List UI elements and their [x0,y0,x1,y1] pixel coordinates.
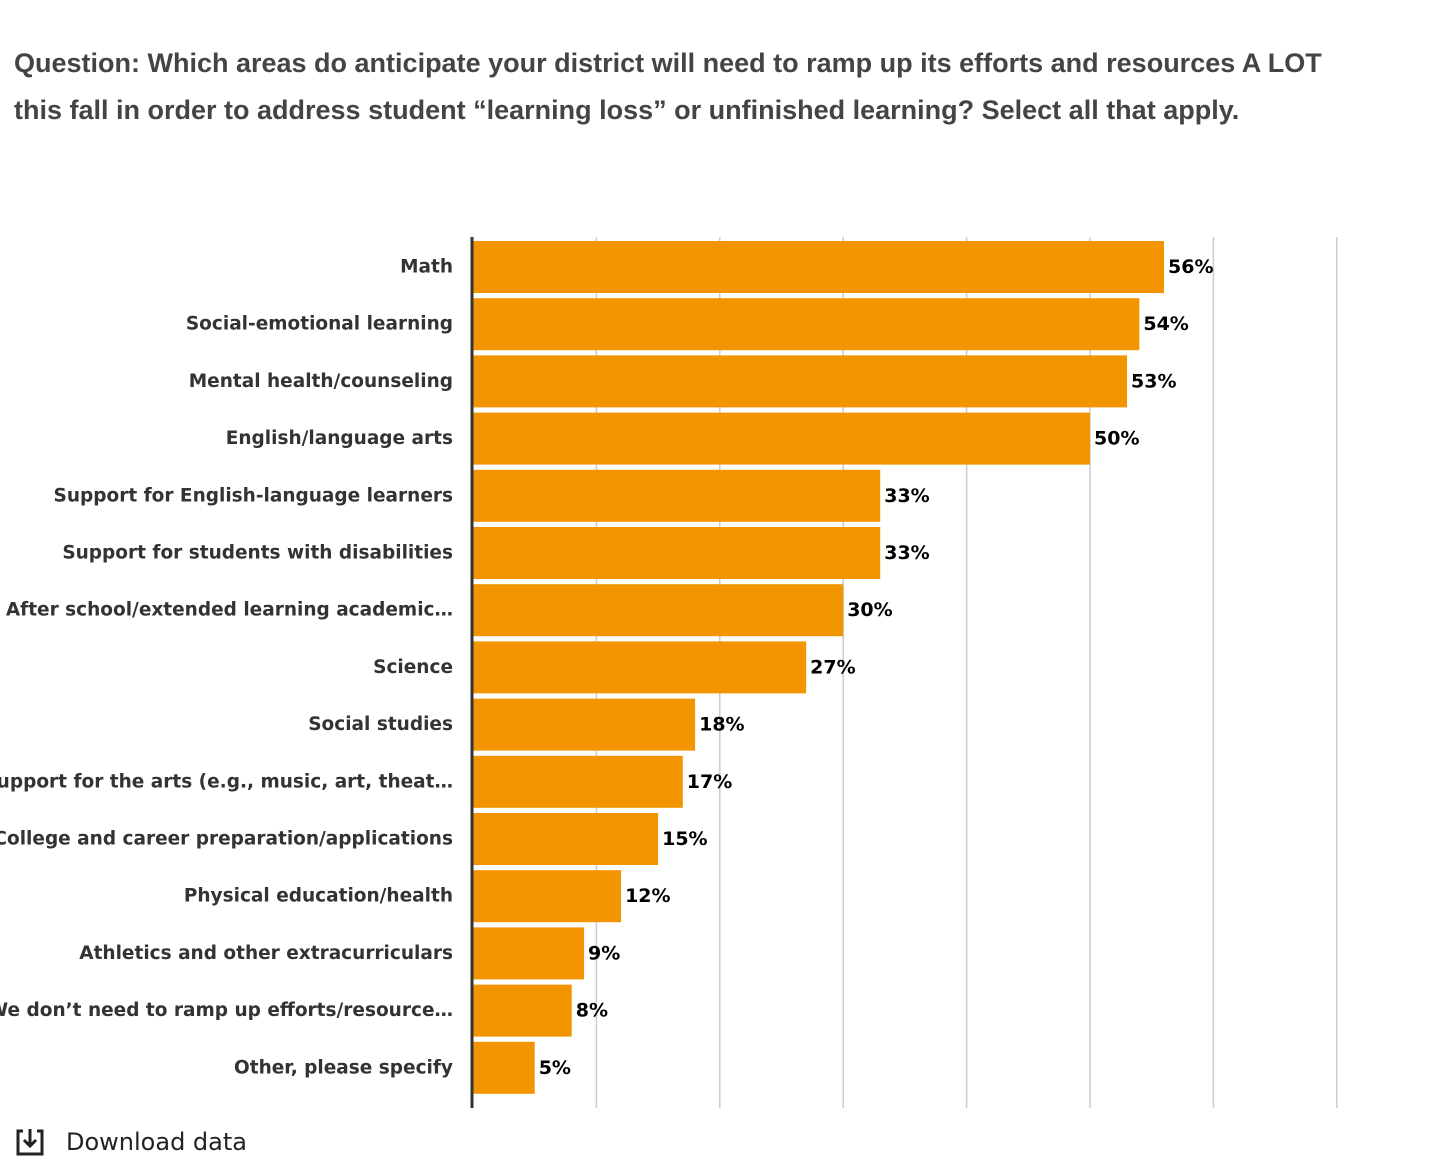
category-label: Support for the arts (e.g., music, art, … [0,771,453,792]
category-label: Athletics and other extracurriculars [79,943,453,964]
bar [473,641,807,694]
bar [473,698,696,751]
value-label: 33% [884,485,929,507]
value-label: 17% [687,771,732,793]
value-label: 5% [539,1057,571,1079]
bar [473,412,1090,465]
bar [473,469,881,522]
category-label: College and career preparation/applicati… [0,829,453,850]
bar [473,355,1128,408]
category-label: After school/extended learning academic… [6,600,453,621]
category-label: Mental health/counseling [189,371,453,392]
category-label: Math [400,257,453,278]
bar [473,984,572,1037]
bar [473,527,881,579]
value-label: 18% [699,714,744,736]
value-label: 53% [1131,370,1176,392]
bar [473,813,659,865]
value-label: 12% [625,885,670,907]
category-label: Science [373,657,453,678]
download-icon [16,1129,44,1156]
value-label: 15% [662,828,707,850]
bar [473,870,622,923]
bar [473,584,844,637]
value-label: 33% [884,542,929,564]
bar-chart: Math 56% Social-emotional learning 54% Menta… [0,237,1338,1108]
category-label: Social studies [308,714,453,735]
bar [473,1041,535,1094]
value-label: 8% [576,1000,608,1022]
category-label: Social-emotional learning [186,314,453,335]
bar [473,927,585,980]
bar [473,298,1140,351]
category-label: Support for students with disabilities [62,543,453,564]
download-data-button[interactable]: Download data [14,1126,247,1158]
value-label: 27% [810,656,855,678]
value-label: 50% [1094,428,1139,450]
category-label: Physical education/health [184,886,453,907]
value-label: 56% [1168,256,1213,278]
value-label: 30% [847,599,892,621]
download-data-label: Download data [66,1128,247,1156]
category-label: Support for English-language learners [54,485,453,506]
value-label: 54% [1143,313,1188,335]
value-label: 9% [588,942,620,964]
category-label: We don’t need to ramp up efforts/resourc… [0,1000,453,1021]
chart-question: Question: Which areas do anticipate your… [14,48,1322,125]
category-label: English/language arts [226,428,453,449]
bar [473,755,683,808]
category-label: Other, please specify [234,1057,453,1078]
bar [473,241,1165,293]
